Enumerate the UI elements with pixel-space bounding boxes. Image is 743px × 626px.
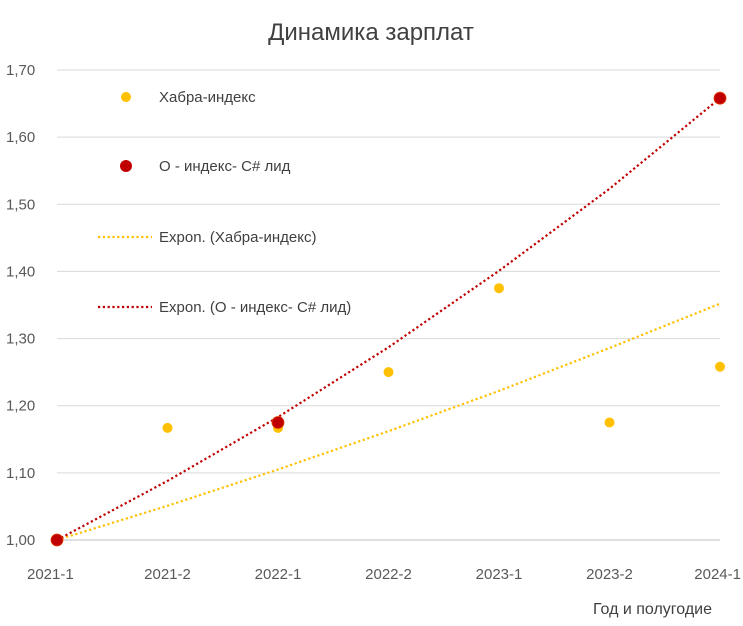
trendlines <box>56 97 721 542</box>
x-tick-label: 2022-1 <box>255 566 302 583</box>
x-tick-label: 2024-1 <box>694 566 741 583</box>
legend-label: Expon. (О - индекс- C# лид) <box>159 299 351 316</box>
data-point <box>50 533 64 547</box>
data-point <box>604 417 615 428</box>
legend-item: Хабра-индекс <box>121 89 256 106</box>
x-tick-label: 2023-1 <box>476 566 523 583</box>
legend-item: О - индекс- C# лид <box>120 158 291 175</box>
y-tick-label: 1,20 <box>6 398 35 415</box>
legend-marker <box>120 160 132 172</box>
y-tick-label: 1,10 <box>6 465 35 482</box>
data-point <box>162 422 173 433</box>
data-point <box>715 361 725 372</box>
data-point <box>713 91 727 105</box>
data-point <box>494 283 504 294</box>
x-tick-label: 2022-2 <box>365 566 412 583</box>
x-tick-label: 2023-2 <box>586 566 633 583</box>
legend-item: Expon. (О - индекс- C# лид) <box>98 299 351 316</box>
x-tick-label: 2021-1 <box>27 566 74 583</box>
x-axis-title: Год и полугодие <box>593 601 712 618</box>
trendline <box>56 97 721 541</box>
x-axis-ticks: 2021-1 2021-2 2022-1 2022-2 2023-1 2023-2 2024… <box>27 566 741 583</box>
legend-label: О - индекс- C# лид <box>159 158 291 175</box>
legend-marker <box>121 92 131 102</box>
y-tick-label: 1,30 <box>6 331 35 348</box>
legend-label: Хабра-индекс <box>159 89 256 106</box>
y-axis-ticks: 1,00 1,10 1,20 1,30 1,40 1,50 1,60 1,70 <box>6 62 35 549</box>
data-point <box>383 367 394 378</box>
data-points <box>50 91 727 547</box>
chart-title: Динамика зарплат <box>268 19 474 46</box>
y-tick-label: 1,40 <box>6 263 35 280</box>
legend: Хабра-индекс О - индекс- C# лид Expon. (Ха… <box>98 89 351 316</box>
grid <box>57 69 720 541</box>
y-tick-label: 1,50 <box>6 196 35 213</box>
legend-item: Expon. (Хабра-индекс) <box>98 229 316 246</box>
x-tick-label: 2021-2 <box>144 566 191 583</box>
y-tick-label: 1,70 <box>6 62 35 79</box>
trendline <box>56 302 721 542</box>
y-tick-label: 1,60 <box>6 129 35 146</box>
data-point <box>271 416 285 429</box>
y-tick-label: 1,00 <box>6 532 35 549</box>
legend-label: Expon. (Хабра-индекс) <box>159 229 316 246</box>
